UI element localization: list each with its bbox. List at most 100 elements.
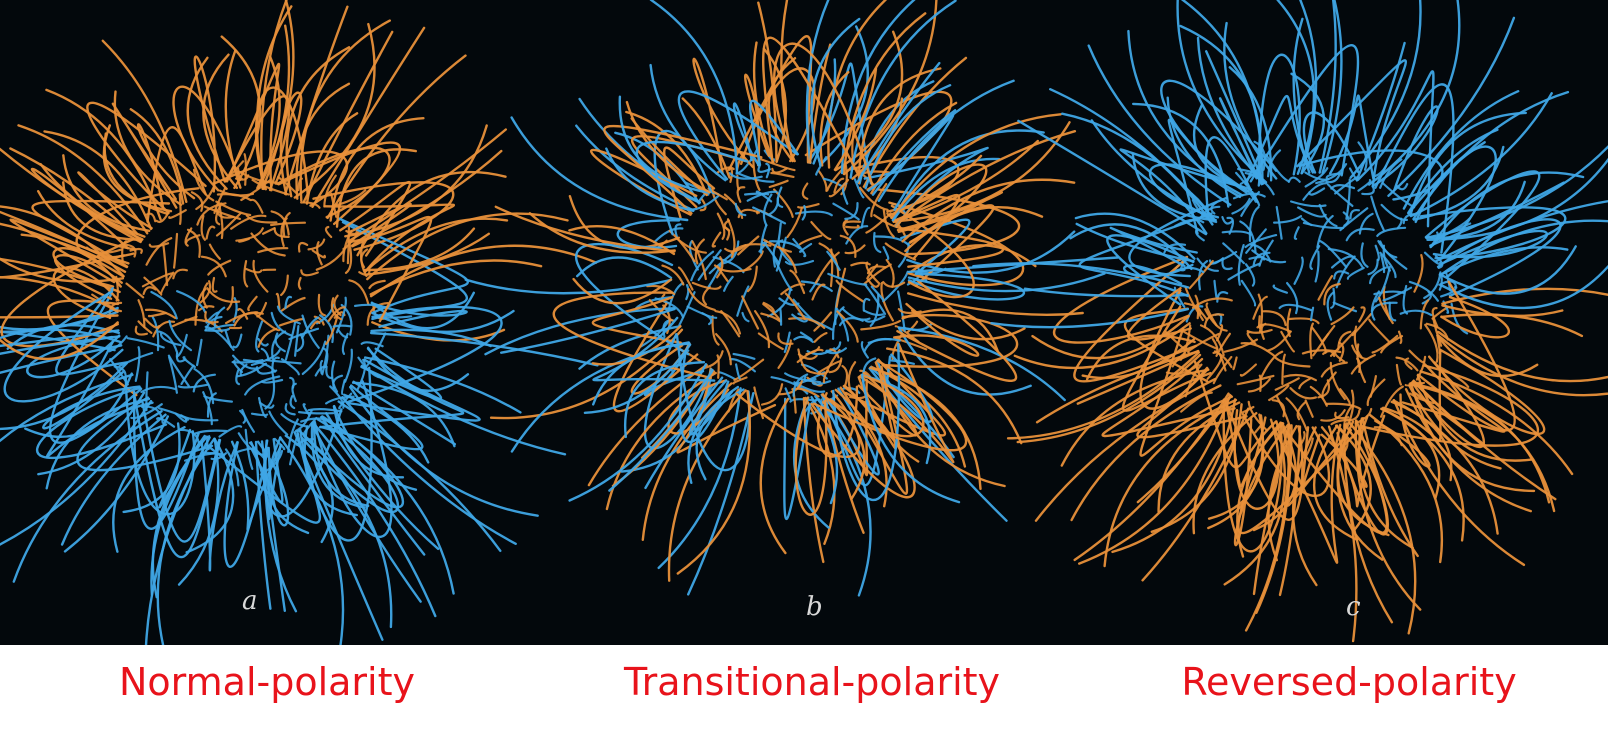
surface-field-line	[1309, 385, 1328, 407]
outer-field-line	[1218, 97, 1263, 186]
surface-field-line	[708, 252, 734, 275]
surface-field-line	[805, 346, 821, 356]
surface-field-line	[737, 208, 760, 219]
outer-field-line	[323, 203, 455, 274]
outer-field-line	[254, 440, 272, 610]
outer-field-line	[156, 437, 216, 645]
outer-field-line	[843, 0, 938, 176]
outer-field-line	[834, 388, 888, 508]
surface-field-line	[813, 332, 828, 343]
surface-field-line	[330, 192, 338, 218]
outer-field-line	[1241, 413, 1331, 497]
outer-field-line	[177, 437, 220, 586]
surface-field-line	[1377, 240, 1408, 270]
surface-field-line	[746, 265, 758, 293]
outer-field-line	[200, 441, 239, 572]
surface-field-line	[1333, 270, 1350, 280]
surface-field-line	[1350, 353, 1376, 375]
surface-field-line	[799, 331, 813, 341]
outer-field-line	[1205, 50, 1266, 185]
surface-field-line	[1212, 355, 1233, 385]
surface-field-line	[160, 271, 175, 296]
surface-field-line	[231, 359, 264, 364]
surface-field-line	[309, 320, 321, 330]
outer-field-line	[37, 190, 137, 251]
outer-field-line	[657, 387, 742, 570]
outer-field-line	[224, 49, 242, 189]
surface-field-line	[870, 285, 885, 302]
surface-field-line	[752, 206, 787, 225]
outer-field-line	[552, 291, 712, 380]
surface-field-line	[257, 327, 278, 348]
surface-field-line	[226, 286, 234, 311]
surface-field-line	[1231, 197, 1251, 215]
surface-field-line	[737, 235, 760, 256]
outer-field-line	[1441, 287, 1608, 305]
surface-field-line	[863, 263, 892, 285]
reversed-polarity-globe	[972, 0, 1608, 643]
surface-field-line	[258, 397, 267, 418]
outer-field-line	[906, 230, 1076, 274]
surface-field-line	[1206, 356, 1223, 380]
surface-field-line	[779, 307, 783, 326]
outer-field-line	[31, 199, 171, 268]
outer-field-line	[0, 344, 123, 375]
outer-field-line	[311, 421, 437, 618]
surface-field-line	[817, 169, 828, 192]
surface-field-line	[204, 315, 223, 332]
outer-field-line	[369, 259, 543, 296]
outer-field-line	[891, 157, 1001, 222]
surface-field-line	[245, 267, 263, 274]
outer-field-line	[297, 429, 393, 629]
outer-field-line	[692, 57, 754, 175]
outer-field-line	[295, 82, 351, 200]
surface-field-line	[813, 311, 833, 332]
surface-field-line	[1261, 310, 1287, 327]
surface-field-line	[200, 255, 227, 278]
outer-field-line	[695, 388, 745, 481]
surface-field-line	[767, 197, 780, 216]
surface-field-line	[325, 315, 339, 345]
surface-field-line	[1399, 309, 1433, 317]
outer-field-line	[193, 55, 226, 193]
outer-field-line	[833, 67, 878, 171]
outer-field-line	[26, 334, 121, 379]
outer-field-line	[1035, 350, 1200, 424]
surface-field-line	[158, 330, 179, 355]
outer-field-line	[1176, 0, 1268, 184]
outer-field-line	[895, 163, 988, 244]
surface-field-line	[265, 359, 302, 365]
surface-field-line	[1370, 195, 1385, 232]
outer-field-line	[1417, 280, 1516, 432]
outer-field-line	[3, 290, 124, 403]
surface-field-line	[864, 315, 886, 323]
outer-field-line	[1321, 0, 1343, 174]
outer-field-line	[1121, 305, 1212, 412]
outer-field-line	[369, 244, 598, 298]
outer-field-line	[856, 61, 941, 184]
outer-field-line	[335, 148, 417, 228]
surface-field-line	[152, 320, 176, 338]
surface-field-line	[143, 276, 161, 295]
surface-field-line	[1180, 329, 1219, 350]
outer-field-line	[1416, 374, 1534, 462]
surface-field-line	[177, 383, 210, 389]
surface-field-line	[882, 246, 890, 260]
outer-field-line	[744, 73, 771, 167]
outer-field-line	[1390, 400, 1453, 482]
outer-field-line	[1292, 17, 1311, 174]
outer-field-line	[370, 331, 599, 367]
surface-field-line	[250, 349, 281, 366]
surface-field-line	[733, 358, 765, 381]
surface-field-line	[366, 302, 389, 326]
surface-field-line	[714, 310, 742, 335]
surface-field-line	[906, 320, 919, 333]
outer-field-line	[574, 242, 690, 356]
outer-field-line	[1101, 357, 1236, 438]
outer-field-line	[667, 389, 747, 582]
outer-field-line	[1207, 413, 1265, 520]
surface-field-line	[890, 359, 915, 365]
surface-field-line	[298, 411, 335, 415]
outer-field-line	[302, 30, 394, 204]
outer-field-line	[844, 358, 947, 437]
